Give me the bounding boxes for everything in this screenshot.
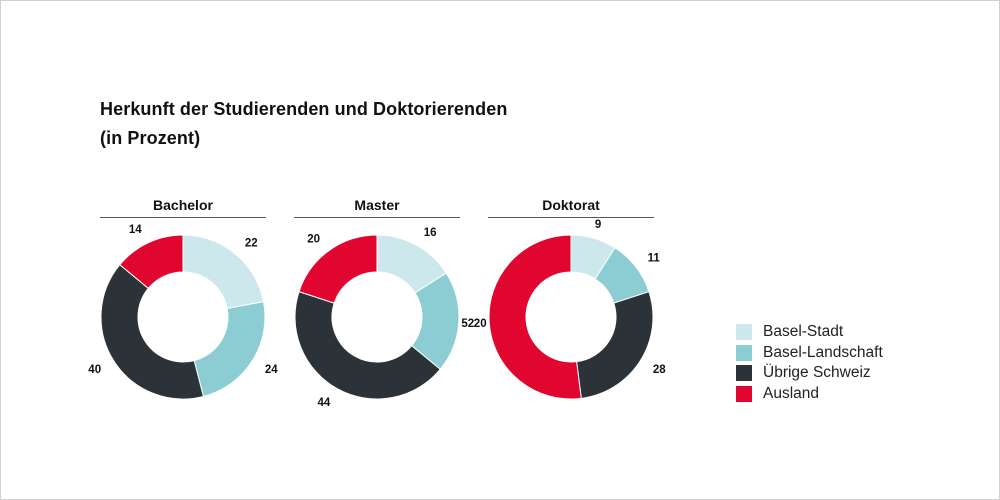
slice-ausland <box>488 234 582 400</box>
slice-uebrige-schweiz <box>294 291 441 400</box>
donut-doktorat: 9 11 28 52 <box>461 219 666 400</box>
donut-master: 16 20 44 20 <box>294 227 487 409</box>
donut-bachelor: 22 24 40 14 <box>88 224 278 400</box>
slice-uebrige-schweiz <box>576 291 654 399</box>
value-label-ausland: 20 <box>307 234 320 246</box>
panel-title-doktorat: Doktorat <box>542 197 600 213</box>
slice-ausland <box>119 234 184 290</box>
legend-swatch <box>736 324 752 341</box>
value-label-basel-stadt: 9 <box>595 219 601 231</box>
legend-label: Übrige Schweiz <box>763 364 871 382</box>
panel-bachelor: Bachelor <box>100 195 266 218</box>
legend-label: Ausland <box>763 384 820 402</box>
legend-label: Basel-Stadt <box>763 323 844 341</box>
panel-title-master: Master <box>354 197 400 213</box>
panel-doktorat: Doktorat <box>488 195 654 218</box>
value-label-basel-stadt: 16 <box>424 227 437 239</box>
chart-title-line-1: Herkunft der Studierenden und Doktoriere… <box>100 99 508 119</box>
panel-title-bachelor: Bachelor <box>153 197 213 213</box>
legend-item-basel-stadt: Basel-Stadt <box>736 322 883 343</box>
legend-swatch <box>736 385 752 402</box>
chart-title-line-2: (in Prozent) <box>100 128 201 148</box>
panel-rule-doktorat <box>488 217 654 218</box>
legend-swatch <box>736 365 752 382</box>
value-label-uebrige-schweiz: 40 <box>88 364 101 376</box>
value-label-ausland: 14 <box>129 224 142 236</box>
value-label-uebrige-schweiz: 44 <box>317 397 330 409</box>
value-label-ausland: 52 <box>461 318 474 330</box>
value-label-basel-landschaft: 11 <box>648 253 661 265</box>
chart-title: Herkunft der Studierenden und Doktoriere… <box>100 95 507 153</box>
legend-swatch <box>736 344 752 361</box>
legend-item-ausland: Ausland <box>736 384 883 405</box>
legend: Basel-Stadt Basel-Landschaft Übrige Schw… <box>736 322 883 404</box>
legend-item-basel-landschaft: Basel-Landschaft <box>736 343 883 364</box>
value-label-basel-landschaft: 20 <box>474 318 487 330</box>
slice-uebrige-schweiz <box>100 264 205 400</box>
panel-rule-bachelor <box>100 217 266 218</box>
slice-ausland <box>298 234 378 304</box>
panel-master: Master <box>294 195 460 218</box>
panel-rule-master <box>294 217 460 218</box>
value-label-basel-stadt: 22 <box>245 237 258 249</box>
legend-label: Basel-Landschaft <box>763 343 883 361</box>
legend-item-uebrige-schweiz: Übrige Schweiz <box>736 363 883 384</box>
slice-basel-landschaft <box>193 301 266 398</box>
value-label-basel-landschaft: 24 <box>265 364 278 376</box>
value-label-uebrige-schweiz: 28 <box>653 364 666 376</box>
